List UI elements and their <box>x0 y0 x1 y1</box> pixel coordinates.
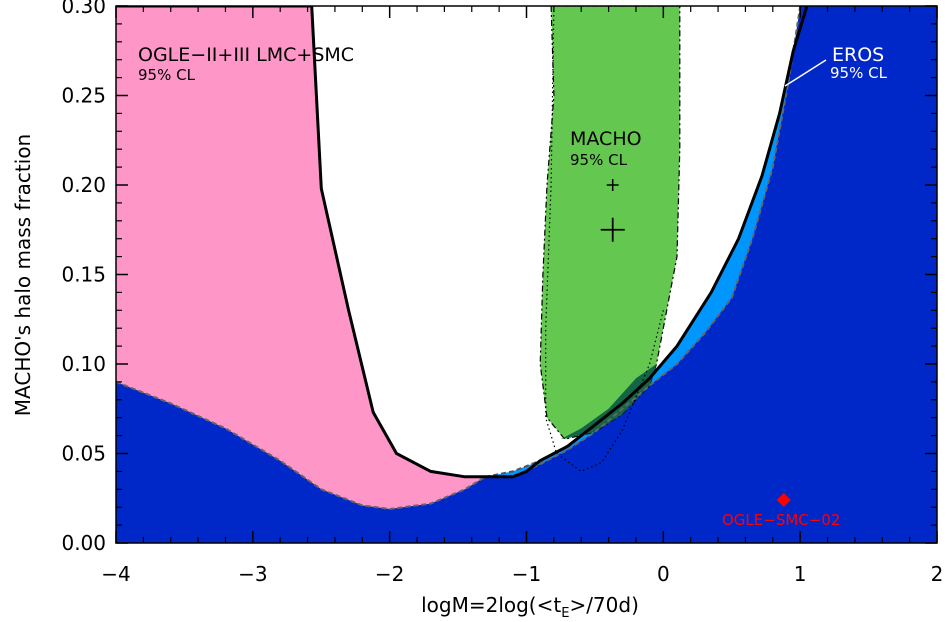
macho-dotted-contour <box>545 6 664 473</box>
annotation-layer: OGLE−II+III LMC+SMC 95% CL MACHO 95% CL … <box>138 44 888 529</box>
y-tick-label: 0.00 <box>61 531 106 555</box>
excluded-region <box>116 6 937 543</box>
x-tick-label: 0 <box>657 562 670 586</box>
point-macho-large-cross <box>600 217 625 242</box>
y-tick-label: 0.20 <box>61 173 106 197</box>
eros-pointer-line <box>784 59 827 87</box>
macho-eros-overlap-region <box>560 364 657 440</box>
plot-area <box>116 6 937 543</box>
macho-region <box>539 6 681 440</box>
x-tick-label: −1 <box>512 562 541 586</box>
x-axis-title-main: logM=2log(<t <box>421 593 561 617</box>
point-ogle-smc-02 <box>776 493 791 508</box>
y-ticks: 0.00 0.05 0.10 0.15 0.20 0.25 0.30 <box>61 0 937 555</box>
point-macho-small-cross <box>606 179 619 191</box>
y-tick-label: 0.10 <box>61 352 106 376</box>
x-ticks: −4 −3 −2 −1 0 1 2 <box>101 6 943 586</box>
ogle-region <box>116 6 527 543</box>
x-tick-label: 1 <box>794 562 807 586</box>
macho-cl-label: 95% CL <box>570 151 628 169</box>
points-layer <box>600 179 791 508</box>
x-tick-label: −4 <box>101 562 130 586</box>
x-axis-title-end: >/70d) <box>569 593 638 617</box>
x-tick-label: −2 <box>375 562 404 586</box>
x-tick-label: 2 <box>931 562 944 586</box>
excluded-dashed-boundary <box>116 6 802 511</box>
eros-label: EROS <box>832 44 884 66</box>
y-tick-label: 0.15 <box>61 263 106 287</box>
x-axis-title-sub: E <box>561 606 569 621</box>
x-axis-title: logM=2log(<tE>/70d) <box>421 593 639 621</box>
ogle-label: OGLE−II+III LMC+SMC <box>138 44 354 66</box>
eros-cl-label: 95% CL <box>830 64 888 82</box>
y-axis-title: MACHO's halo mass fraction <box>11 134 35 416</box>
x-tick-label: −3 <box>238 562 267 586</box>
ogle-boundary-line <box>116 6 809 479</box>
y-tick-label: 0.05 <box>61 442 106 466</box>
y-tick-label: 0.25 <box>61 84 106 108</box>
point-label: OGLE−SMC−02 <box>722 511 840 529</box>
ogle-cl-label: 95% CL <box>138 66 196 84</box>
y-tick-label: 0.30 <box>61 0 106 18</box>
macho-label: MACHO <box>570 128 642 150</box>
